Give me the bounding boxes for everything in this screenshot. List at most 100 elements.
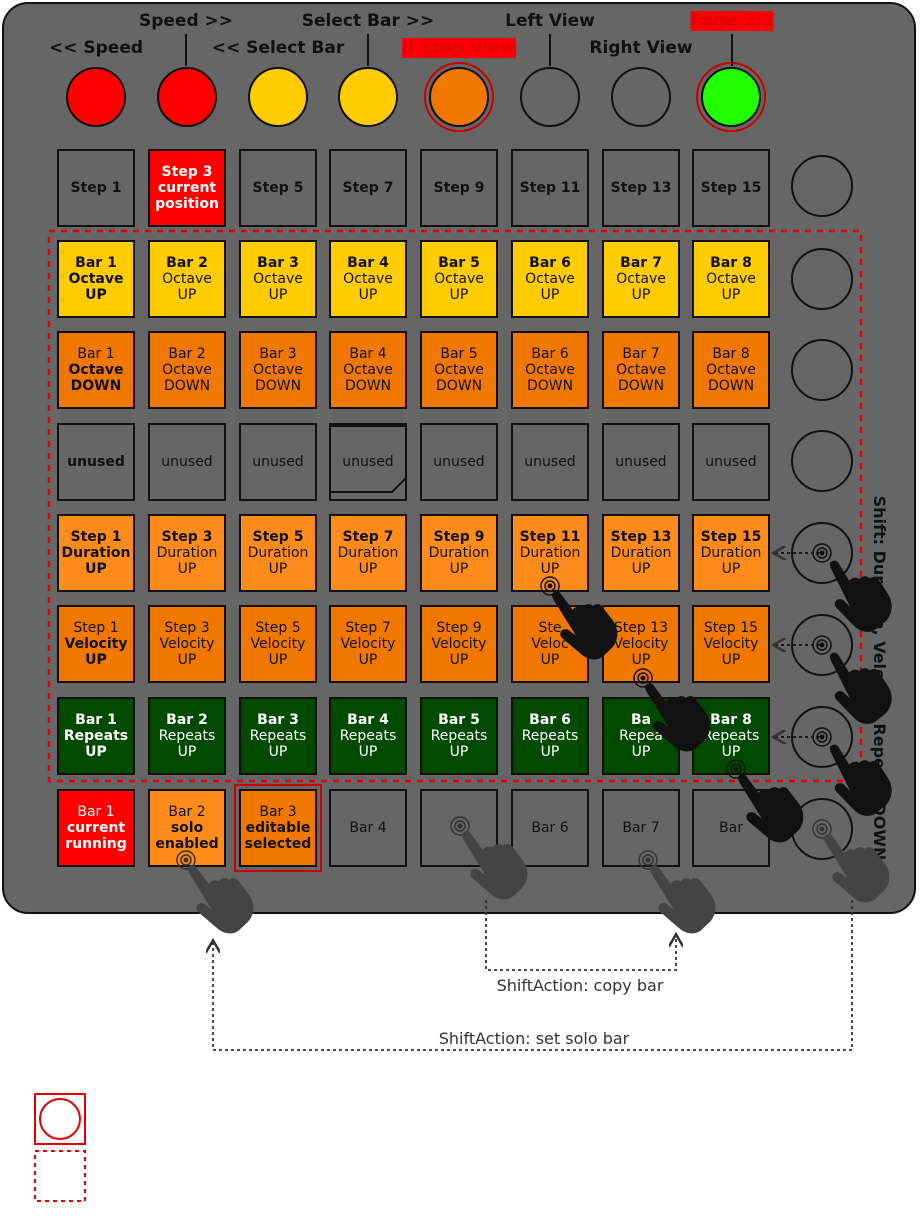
repeats-up-pad[interactable]: Bar 1 Repeats UP (57, 697, 135, 775)
repeats-up-pad[interactable]: Bar 8 Repeats UP (692, 697, 770, 775)
duration-up-pad[interactable]: Step 3 Duration UP (148, 514, 226, 592)
top-label: Speed >> (138, 11, 234, 31)
octave-down-pad[interactable]: Bar 1 Octave DOWN (57, 331, 135, 409)
octave-down-pad[interactable]: Bar 4 Octave DOWN (329, 331, 407, 409)
pad-text: DOWN (617, 378, 665, 394)
duration-up-pad[interactable]: Step 1 Duration UP (57, 514, 135, 592)
side-scene-button[interactable] (791, 798, 853, 860)
step-pad[interactable]: Step 15 (692, 149, 770, 227)
octave-up-pad[interactable]: Bar 8 Octave UP (692, 240, 770, 318)
pad-text: Bar 6 (531, 346, 569, 362)
pad-text: Step 11 (519, 529, 581, 545)
side-scene-button[interactable] (791, 248, 853, 310)
step-pad[interactable]: Step 9 (420, 149, 498, 227)
octave-up-pad[interactable]: Bar 2 Octave UP (148, 240, 226, 318)
top-button[interactable] (248, 67, 308, 127)
octave-down-pad[interactable]: Bar 5 Octave DOWN (420, 331, 498, 409)
octave-down-pad[interactable]: Bar 6 Octave DOWN (511, 331, 589, 409)
step-pad[interactable]: Step 1 (57, 149, 135, 227)
unused-pad[interactable]: unused (602, 423, 680, 501)
unused-pad[interactable]: unused (57, 423, 135, 501)
bar-pad[interactable] (420, 789, 498, 867)
duration-up-pad[interactable]: Step 7 Duration UP (329, 514, 407, 592)
pad-text: UP (358, 287, 378, 303)
octave-up-pad[interactable]: Bar 3 Octave UP (239, 240, 317, 318)
duration-up-pad[interactable]: Step 5 Duration UP (239, 514, 317, 592)
pad-text: UP (85, 744, 107, 760)
pad-text: Step 9 (433, 529, 485, 545)
pad-text: solo (170, 820, 204, 836)
repeats-up-pad[interactable]: Bar 5 Repeats UP (420, 697, 498, 775)
unused-pad[interactable]: unused (148, 423, 226, 501)
pad-text: DOWN (344, 378, 392, 394)
step-pad[interactable]: Step 5 (239, 149, 317, 227)
top-button[interactable] (338, 67, 398, 127)
duration-up-pad[interactable]: Step 9 Duration UP (420, 514, 498, 592)
top-button[interactable] (520, 67, 580, 127)
side-scene-button[interactable] (791, 339, 853, 401)
velocity-up-pad[interactable]: Step 1 Velocity UP (57, 605, 135, 683)
velocity-up-pad[interactable]: Ste Veloc UP (511, 605, 589, 683)
step-pad[interactable]: Step 13 (602, 149, 680, 227)
bar-pad[interactable]: Bar 1 current running (57, 789, 135, 867)
unused-pad[interactable]: unused (511, 423, 589, 501)
duration-up-pad[interactable]: Step 11 Duration UP (511, 514, 589, 592)
repeats-up-pad[interactable]: Bar 4 Repeats UP (329, 697, 407, 775)
bar-pad[interactable]: Bar 7 (602, 789, 680, 867)
step-pad[interactable]: Step 11 (511, 149, 589, 227)
repeats-up-pad[interactable]: Bar 6 Repeats UP (511, 697, 589, 775)
velocity-up-pad[interactable]: Step 3 Velocity UP (148, 605, 226, 683)
pad-text: UP (721, 652, 741, 668)
pad-text: UP (721, 561, 741, 577)
pad-text: Octave (434, 271, 484, 287)
unused-pad[interactable]: unused (329, 423, 407, 501)
velocity-up-pad[interactable]: Step 5 Velocity UP (239, 605, 317, 683)
top-button[interactable] (429, 67, 489, 127)
octave-up-pad[interactable]: Bar 6 Octave UP (511, 240, 589, 318)
octave-up-pad[interactable]: Bar 7 Octave UP (602, 240, 680, 318)
bar-pad[interactable]: Bar 3 editable selected (234, 784, 322, 872)
step-pad-current[interactable]: Step 3 current position (148, 149, 226, 227)
duration-up-pad[interactable]: Step 13 Duration UP (602, 514, 680, 592)
velocity-up-pad[interactable]: Step 7 Velocity UP (329, 605, 407, 683)
side-scene-button[interactable] (791, 430, 853, 492)
pad-text: Bar 1 (77, 804, 115, 820)
side-scene-button[interactable] (791, 522, 853, 584)
octave-up-pad[interactable]: Bar 4 Octave UP (329, 240, 407, 318)
repeats-up-pad[interactable]: Bar 3 Repeats UP (239, 697, 317, 775)
pad-text: enabled (155, 836, 219, 852)
side-scene-button[interactable] (791, 614, 853, 676)
duration-up-pad[interactable]: Step 15 Duration UP (692, 514, 770, 592)
top-button[interactable] (611, 67, 671, 127)
velocity-up-pad[interactable]: Step 15 Velocity UP (692, 605, 770, 683)
pad-text: UP (449, 561, 469, 577)
bar-pad[interactable]: Bar (692, 789, 770, 867)
bar-pad[interactable]: Bar 6 (511, 789, 589, 867)
pad-text: Step 3 (164, 620, 210, 636)
pad-text: Bar 3 (259, 346, 297, 362)
octave-up-pad[interactable]: Bar 1 Octave UP (57, 240, 135, 318)
side-scene-button[interactable] (791, 706, 853, 768)
top-label: 8 Step View (402, 38, 516, 58)
unused-pad[interactable]: unused (239, 423, 317, 501)
velocity-up-pad[interactable]: Step 9 Velocity UP (420, 605, 498, 683)
side-scene-button[interactable] (791, 155, 853, 217)
bar-pad[interactable]: Bar 4 (329, 789, 407, 867)
octave-down-pad[interactable]: Bar 3 Octave DOWN (239, 331, 317, 409)
unused-pad[interactable]: unused (420, 423, 498, 501)
pad-text: Duration (700, 545, 762, 561)
unused-pad[interactable]: unused (692, 423, 770, 501)
velocity-up-pad[interactable]: Step 13 Velocity UP (602, 605, 680, 683)
bar-pad[interactable]: Bar 2 solo enabled (148, 789, 226, 867)
octave-down-pad[interactable]: Bar 2 Octave DOWN (148, 331, 226, 409)
top-button[interactable] (157, 67, 217, 127)
top-button[interactable] (66, 67, 126, 127)
repeats-up-pad[interactable]: Ba Repea UP (602, 697, 680, 775)
pad-text: unused (615, 454, 667, 470)
octave-up-pad[interactable]: Bar 5 Octave UP (420, 240, 498, 318)
octave-down-pad[interactable]: Bar 7 Octave DOWN (602, 331, 680, 409)
top-button[interactable] (701, 67, 761, 127)
step-pad[interactable]: Step 7 (329, 149, 407, 227)
octave-down-pad[interactable]: Bar 8 Octave DOWN (692, 331, 770, 409)
repeats-up-pad[interactable]: Bar 2 Repeats UP (148, 697, 226, 775)
